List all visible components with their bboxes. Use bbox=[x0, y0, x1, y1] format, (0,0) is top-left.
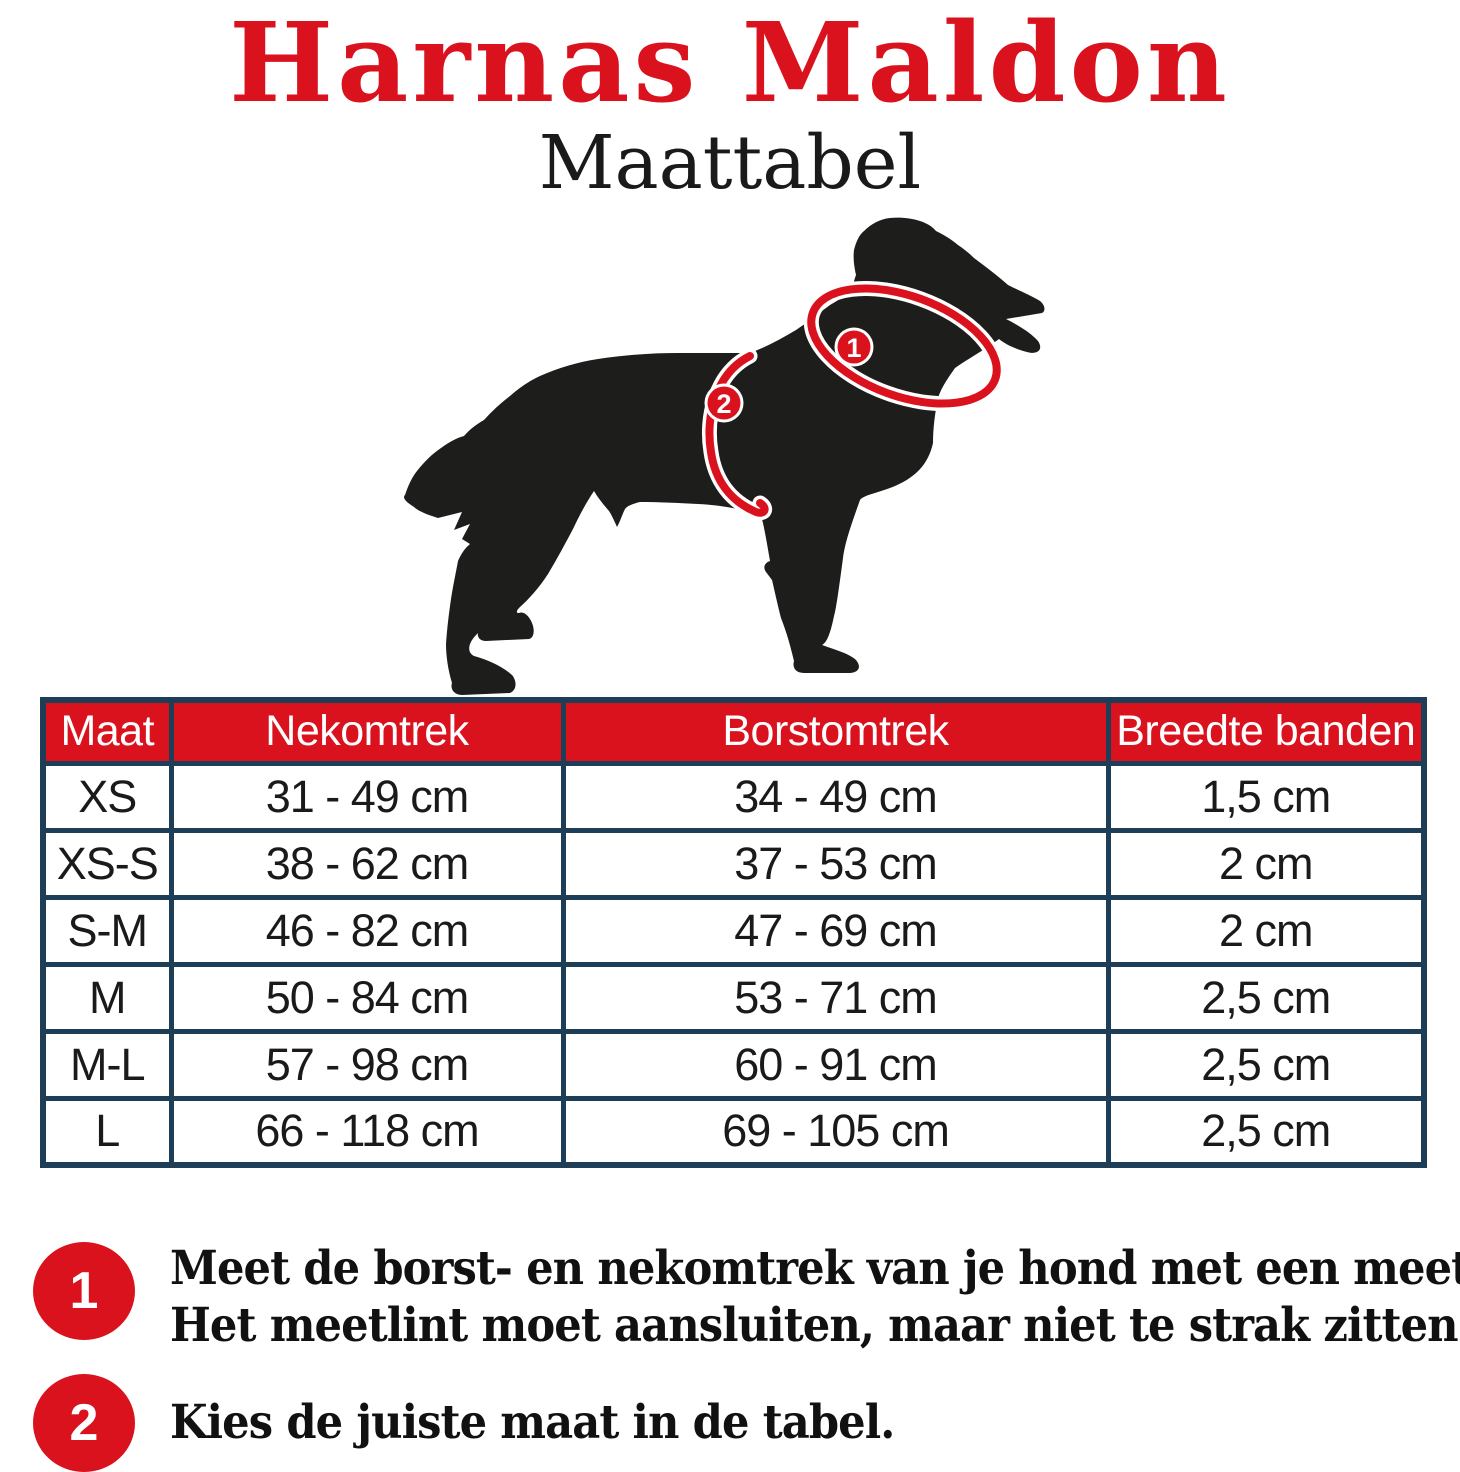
cell-chest: 34 - 49 cm bbox=[560, 760, 1111, 833]
instruction-1-line-2: Het meetlint moet aansluiten, maar niet … bbox=[170, 1298, 1460, 1353]
instruction-2-text: Kies de juiste maat in de tabel. bbox=[170, 1394, 895, 1451]
cell-chest: 60 - 91 cm bbox=[560, 1028, 1111, 1101]
cell-chest: 47 - 69 cm bbox=[560, 894, 1111, 967]
instruction-2-line-1: Kies de juiste maat in de tabel. bbox=[170, 1395, 895, 1450]
cell-neck: 66 - 118 cm bbox=[168, 1095, 566, 1168]
cell-size: XS-S bbox=[40, 827, 174, 900]
cell-chest: 53 - 71 cm bbox=[560, 961, 1111, 1034]
cell-size: M bbox=[40, 961, 174, 1034]
cell-band-width: 2,5 cm bbox=[1105, 1095, 1427, 1168]
instruction-1-text: Meet de borst- en nekomtrek van je hond … bbox=[170, 1240, 1460, 1354]
col-header-nekomtrek: Nekomtrek bbox=[168, 697, 566, 766]
cell-size: L bbox=[40, 1095, 174, 1168]
table-row: M-L 57 - 98 cm 60 - 91 cm 2,5 cm bbox=[40, 1028, 1427, 1101]
table-row: XS-S 38 - 62 cm 37 - 53 cm 2 cm bbox=[40, 827, 1427, 900]
cell-band-width: 1,5 cm bbox=[1105, 760, 1427, 833]
neck-band bbox=[807, 284, 1001, 408]
cell-band-width: 2,5 cm bbox=[1105, 1028, 1427, 1101]
size-table: Maat Nekomtrek Borstomtrek Breedte bande… bbox=[40, 697, 1427, 1168]
cell-neck: 57 - 98 cm bbox=[168, 1028, 566, 1101]
size-table-header-row: Maat Nekomtrek Borstomtrek Breedte bande… bbox=[40, 697, 1427, 766]
table-row: M 50 - 84 cm 53 - 71 cm 2,5 cm bbox=[40, 961, 1427, 1034]
neck-marker-number: 1 bbox=[846, 333, 861, 363]
cell-chest: 37 - 53 cm bbox=[560, 827, 1111, 900]
neck-marker-badge: 1 bbox=[834, 327, 874, 367]
cell-neck: 38 - 62 cm bbox=[168, 827, 566, 900]
cell-band-width: 2 cm bbox=[1105, 894, 1427, 967]
dog-silhouette bbox=[404, 217, 1045, 695]
cell-size: S-M bbox=[40, 894, 174, 967]
chest-marker-number: 2 bbox=[716, 389, 731, 419]
page-title: Harnas Maldon bbox=[229, 0, 1231, 127]
col-header-borstomtrek: Borstomtrek bbox=[560, 697, 1111, 766]
instruction-1-line-1: Meet de borst- en nekomtrek van je hond … bbox=[170, 1241, 1460, 1296]
cell-band-width: 2,5 cm bbox=[1105, 961, 1427, 1034]
page-subtitle: Maattabel bbox=[538, 120, 922, 206]
cell-neck: 46 - 82 cm bbox=[168, 894, 566, 967]
cell-size: M-L bbox=[40, 1028, 174, 1101]
cell-chest: 69 - 105 cm bbox=[560, 1095, 1111, 1168]
table-row: XS 31 - 49 cm 34 - 49 cm 1,5 cm bbox=[40, 760, 1427, 833]
instruction-1-number: 1 bbox=[69, 1262, 99, 1320]
col-header-breedte-banden: Breedte banden bbox=[1105, 697, 1427, 766]
cell-band-width: 2 cm bbox=[1105, 827, 1427, 900]
table-row: L 66 - 118 cm 69 - 105 cm 2,5 cm bbox=[40, 1095, 1427, 1168]
chest-marker-badge: 2 bbox=[704, 383, 744, 423]
cell-size: XS bbox=[40, 760, 174, 833]
instruction-1-badge: 1 bbox=[33, 1242, 135, 1340]
cell-neck: 31 - 49 cm bbox=[168, 760, 566, 833]
table-row: S-M 46 - 82 cm 47 - 69 cm 2 cm bbox=[40, 894, 1427, 967]
col-header-maat: Maat bbox=[40, 697, 174, 766]
dog-measure-diagram: 1 2 bbox=[404, 217, 1045, 695]
instruction-2-number: 2 bbox=[69, 1394, 99, 1452]
cell-neck: 50 - 84 cm bbox=[168, 961, 566, 1034]
instruction-2-badge: 2 bbox=[33, 1374, 135, 1472]
